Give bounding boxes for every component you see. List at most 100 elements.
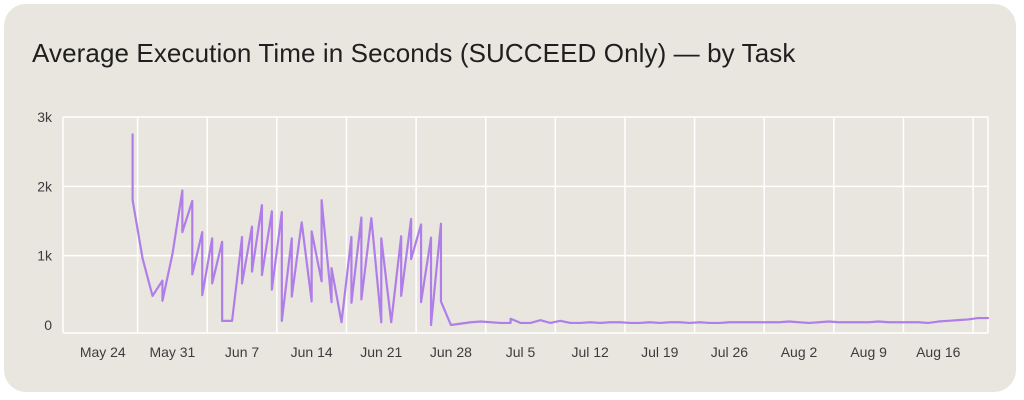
data-point xyxy=(400,235,402,237)
x-tick-label: Aug 2 xyxy=(781,344,818,360)
data-point xyxy=(480,320,482,322)
chart-card xyxy=(4,4,1016,392)
data-point xyxy=(131,133,133,135)
data-point xyxy=(579,322,581,324)
data-point xyxy=(450,324,452,326)
data-point xyxy=(778,321,780,323)
data-point xyxy=(390,321,392,323)
data-point xyxy=(907,321,909,323)
data-point xyxy=(589,321,591,323)
data-point xyxy=(161,279,163,281)
y-tick-label: 2k xyxy=(37,178,53,194)
data-point xyxy=(529,322,531,324)
x-tick-label: Jun 7 xyxy=(225,344,259,360)
data-point xyxy=(957,319,959,321)
data-point xyxy=(440,223,442,225)
data-point xyxy=(768,321,770,323)
data-point xyxy=(330,267,332,269)
x-tick-label: Jul 26 xyxy=(711,344,749,360)
data-point xyxy=(281,320,283,322)
data-point xyxy=(499,322,501,324)
data-point xyxy=(678,321,680,323)
data-point xyxy=(410,258,412,260)
data-point xyxy=(261,204,263,206)
x-tick-label: Aug 9 xyxy=(850,344,887,360)
data-point xyxy=(798,321,800,323)
data-point xyxy=(181,189,183,191)
data-point xyxy=(191,273,193,275)
data-point xyxy=(917,321,919,323)
data-point xyxy=(688,322,690,324)
x-tick-label: May 31 xyxy=(149,344,195,360)
data-point xyxy=(191,200,193,202)
data-point xyxy=(430,236,432,238)
x-tick-label: Jun 21 xyxy=(360,344,402,360)
data-point xyxy=(977,317,979,319)
data-point xyxy=(131,199,133,201)
data-point xyxy=(748,321,750,323)
data-point xyxy=(788,320,790,322)
data-point xyxy=(509,322,511,324)
data-point xyxy=(380,321,382,323)
x-tick-label: Jul 19 xyxy=(641,344,679,360)
data-point xyxy=(181,231,183,233)
data-point xyxy=(251,270,253,272)
y-tick-label: 3k xyxy=(37,109,53,125)
data-point xyxy=(281,211,283,213)
data-point xyxy=(609,321,611,323)
data-point xyxy=(350,302,352,304)
x-tick-label: May 24 xyxy=(80,344,126,360)
data-point xyxy=(310,300,312,302)
data-point xyxy=(698,321,700,323)
data-point xyxy=(161,300,163,302)
data-point xyxy=(271,210,273,212)
y-tick-label: 1k xyxy=(37,248,53,264)
x-tick-label: Jul 5 xyxy=(506,344,536,360)
data-point xyxy=(738,321,740,323)
data-point xyxy=(320,199,322,201)
data-point xyxy=(340,321,342,323)
data-point xyxy=(659,322,661,324)
data-point xyxy=(211,237,213,239)
data-point xyxy=(897,321,899,323)
data-point xyxy=(947,320,949,322)
data-point xyxy=(857,321,859,323)
data-point xyxy=(211,282,213,284)
data-point xyxy=(201,231,203,233)
data-point xyxy=(330,301,332,303)
data-point xyxy=(221,241,223,243)
data-point xyxy=(927,322,929,324)
data-point xyxy=(241,236,243,238)
data-point xyxy=(549,322,551,324)
data-point xyxy=(430,324,432,326)
data-point xyxy=(360,298,362,300)
data-point xyxy=(539,319,541,321)
data-point xyxy=(489,321,491,323)
data-point xyxy=(629,322,631,324)
data-point xyxy=(271,288,273,290)
data-point xyxy=(599,322,601,324)
series-line xyxy=(131,133,990,327)
data-point xyxy=(301,221,303,223)
data-point xyxy=(460,322,462,324)
data-point xyxy=(838,321,840,323)
data-point xyxy=(758,321,760,323)
data-point xyxy=(669,321,671,323)
data-point xyxy=(887,321,889,323)
data-point xyxy=(410,218,412,220)
data-point xyxy=(151,295,153,297)
data-point xyxy=(201,294,203,296)
x-tick-label: Jul 12 xyxy=(571,344,609,360)
data-point xyxy=(291,295,293,297)
data-point xyxy=(380,237,382,239)
data-point xyxy=(360,216,362,218)
data-point xyxy=(320,280,322,282)
x-tick-label: Aug 16 xyxy=(916,344,961,360)
data-point xyxy=(728,321,730,323)
data-point xyxy=(639,322,641,324)
data-point xyxy=(649,321,651,323)
data-point xyxy=(291,237,293,239)
chart-title: Average Execution Time in Seconds (SUCCE… xyxy=(32,38,796,68)
data-point xyxy=(420,301,422,303)
